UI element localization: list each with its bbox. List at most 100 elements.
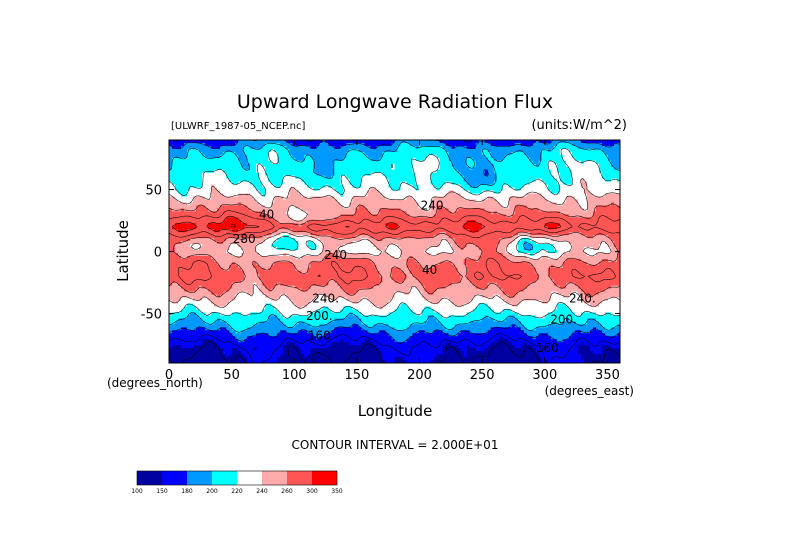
field-cell (484, 190, 489, 195)
field-cell (223, 208, 227, 212)
field-cell (379, 187, 384, 192)
field-cell (505, 229, 510, 233)
field-cell (175, 169, 179, 174)
field-cell (265, 217, 269, 221)
field-cell (382, 190, 387, 195)
field-cell (280, 232, 284, 236)
field-cell (379, 169, 384, 174)
field-cell (343, 190, 347, 195)
field-cell (244, 142, 248, 147)
field-cell (184, 235, 188, 239)
field-cell (280, 238, 284, 242)
field-cell (292, 226, 296, 230)
field-cell (547, 202, 552, 207)
field-cell (481, 172, 486, 177)
field-cell (580, 199, 585, 204)
field-cell (469, 229, 474, 233)
field-cell (397, 148, 402, 153)
field-cell (343, 214, 347, 218)
field-cell (433, 184, 438, 189)
field-cell (595, 160, 600, 165)
field-cell (391, 226, 396, 230)
field-cell (610, 196, 615, 201)
field-cell (295, 184, 299, 189)
field-cell (394, 175, 399, 180)
field-cell (370, 223, 375, 227)
field-cell (520, 145, 525, 150)
field-cell (517, 145, 522, 150)
field-cell (547, 190, 552, 195)
field-cell (553, 154, 558, 159)
field-cell (247, 169, 251, 174)
field-cell (370, 148, 375, 153)
field-cell (373, 175, 378, 180)
field-cell (313, 160, 317, 165)
field-cell (178, 140, 182, 144)
field-cell (415, 217, 420, 221)
field-cell (346, 169, 350, 174)
field-cell (478, 142, 483, 147)
field-cell (211, 217, 215, 221)
field-cell (424, 163, 429, 168)
field-cell (301, 145, 305, 150)
field-cell (184, 223, 188, 227)
field-cell (373, 166, 378, 171)
field-cell (319, 172, 323, 177)
field-cell (313, 211, 317, 215)
field-cell (286, 187, 290, 192)
field-cell (325, 211, 329, 215)
field-cell (247, 184, 251, 189)
field-cell (313, 232, 317, 236)
field-cell (352, 223, 357, 227)
field-cell (220, 214, 224, 218)
field-cell (400, 154, 405, 159)
field-cell (508, 211, 513, 215)
field-cell (382, 211, 387, 215)
field-cell (460, 151, 465, 156)
field-cell (400, 226, 405, 230)
field-cell (574, 208, 579, 212)
field-cell (532, 193, 537, 198)
field-cell (190, 163, 194, 168)
field-cell (424, 217, 429, 221)
field-cell (250, 175, 254, 180)
field-cell (538, 226, 543, 230)
field-cell (199, 169, 203, 174)
field-cell (526, 175, 531, 180)
field-cell (475, 181, 480, 186)
field-cell (568, 172, 573, 177)
field-cell (466, 220, 471, 224)
field-cell (454, 199, 459, 204)
field-cell (202, 175, 206, 180)
field-cell (556, 232, 561, 236)
field-cell (211, 187, 215, 192)
field-cell (310, 205, 314, 209)
field-cell (352, 145, 357, 150)
field-cell (469, 217, 474, 221)
field-cell (574, 181, 579, 186)
field-cell (262, 187, 266, 192)
field-cell (367, 160, 372, 165)
field-cell (289, 223, 293, 227)
field-cell (442, 217, 447, 221)
field-cell (361, 142, 366, 147)
field-cell (610, 202, 615, 207)
field-cell (328, 217, 332, 221)
field-cell (184, 163, 188, 168)
field-cell (574, 178, 579, 183)
field-cell (265, 232, 269, 236)
field-cell (259, 193, 263, 198)
field-cell (370, 181, 375, 186)
field-cell (508, 178, 513, 183)
field-cell (253, 175, 257, 180)
field-cell (454, 166, 459, 171)
field-cell (460, 217, 465, 221)
field-cell (538, 142, 543, 147)
field-cell (589, 199, 594, 204)
field-cell (289, 169, 293, 174)
field-cell (313, 169, 317, 174)
field-cell (580, 181, 585, 186)
field-cell (253, 196, 257, 201)
field-cell (436, 190, 441, 195)
field-cell (463, 226, 468, 230)
